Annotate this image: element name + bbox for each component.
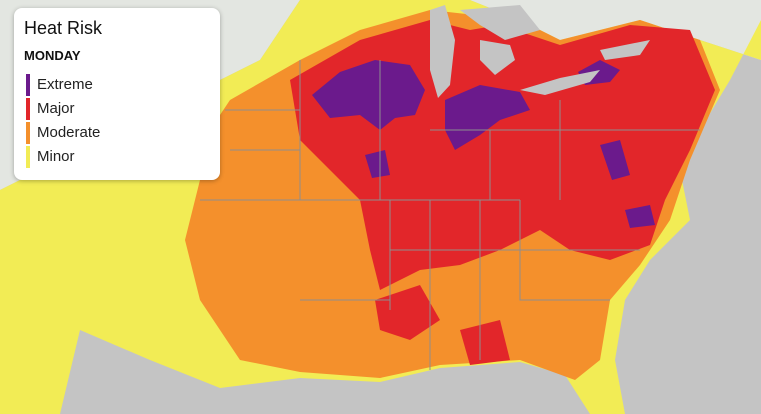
extreme-area <box>312 60 655 228</box>
legend-label: Moderate <box>37 124 101 141</box>
state-borders <box>200 60 700 370</box>
major-area <box>375 285 440 340</box>
legend-title: Heat Risk <box>24 18 103 38</box>
legend-label: Minor <box>37 148 75 165</box>
legend-label: Extreme <box>37 76 93 93</box>
legend-swatch <box>26 146 30 168</box>
legend-swatch <box>26 98 30 120</box>
legend-swatch <box>26 122 30 144</box>
great-lakes <box>430 5 650 98</box>
legend: Heat Risk MONDAY Extreme Major Moderate Min… <box>14 8 220 180</box>
legend-subtitle: MONDAY <box>24 48 81 63</box>
major-area <box>460 320 510 365</box>
legend-swatch <box>26 74 30 96</box>
legend-label: Major <box>37 100 75 117</box>
